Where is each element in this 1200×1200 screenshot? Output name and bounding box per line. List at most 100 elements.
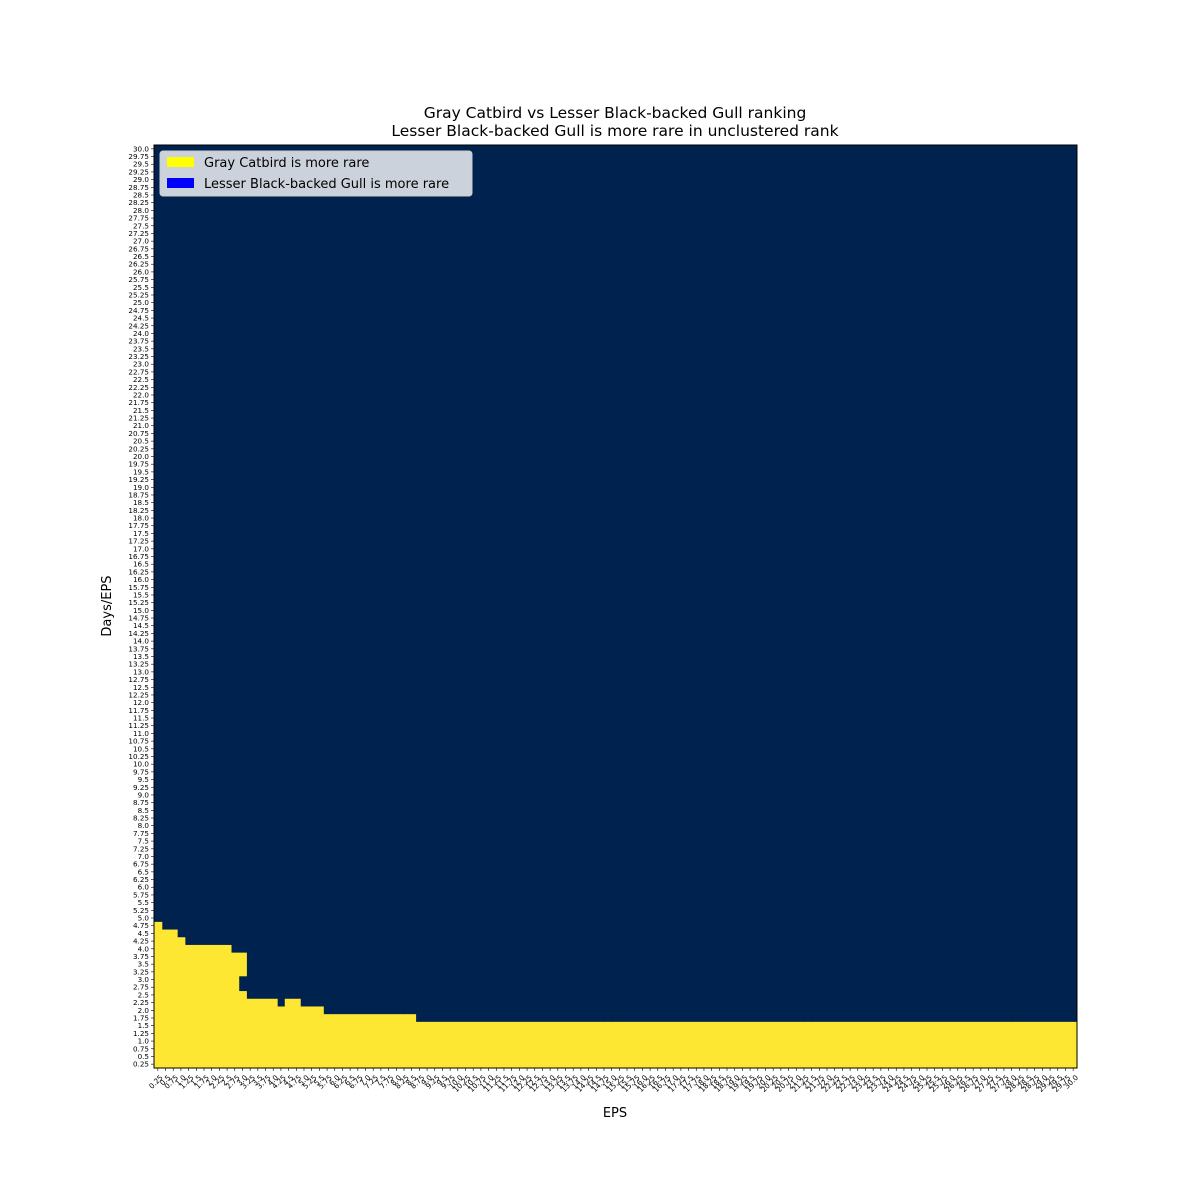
heatmap-cell — [777, 1029, 786, 1038]
heatmap-cell — [269, 1044, 278, 1054]
heatmap-cell — [1061, 1060, 1070, 1069]
heatmap-cell — [1038, 1044, 1047, 1054]
heatmap-cell — [653, 1021, 663, 1031]
heatmap-cell — [823, 1044, 832, 1054]
heatmap-cell — [623, 1044, 632, 1054]
heatmap-cell — [407, 1052, 417, 1061]
y-tick-label: 12.75 — [128, 675, 149, 684]
heatmap-cell — [415, 1052, 424, 1061]
heatmap-cell — [184, 1052, 194, 1061]
heatmap-cell — [553, 1044, 563, 1054]
heatmap-cell — [653, 1044, 663, 1054]
heatmap-cell — [846, 1060, 855, 1069]
heatmap-cell — [300, 1014, 309, 1023]
heatmap-cell — [177, 975, 186, 984]
y-tick-label: 6.0 — [138, 883, 150, 892]
heatmap-cell — [807, 1044, 817, 1054]
y-tick-label: 8.75 — [133, 798, 149, 807]
heatmap-cell — [292, 1006, 301, 1015]
heatmap-cell — [561, 1052, 570, 1061]
heatmap-cell — [446, 1021, 455, 1031]
heatmap-cell — [600, 1021, 609, 1031]
heatmap-cell — [1015, 1029, 1024, 1038]
heatmap-cell — [438, 1060, 447, 1069]
heatmap-cell — [369, 1060, 378, 1069]
heatmap-cell — [553, 1060, 563, 1069]
heatmap-cell — [177, 1037, 186, 1046]
heatmap-cell — [830, 1037, 840, 1046]
heatmap-cell — [723, 1052, 732, 1061]
heatmap-cell — [346, 1029, 355, 1038]
heatmap-cell — [692, 1029, 701, 1038]
heatmap-cell — [353, 1029, 363, 1038]
heatmap-cell — [177, 937, 186, 946]
heatmap-cell — [330, 1052, 340, 1061]
heatmap-cell — [300, 1029, 309, 1038]
heatmap-cell — [1007, 1029, 1017, 1038]
heatmap-cell — [338, 1044, 347, 1054]
heatmap-cell — [761, 1060, 770, 1069]
heatmap-cell — [169, 1014, 178, 1023]
heatmap-cell — [223, 1060, 232, 1069]
heatmap-cell — [753, 1052, 763, 1061]
heatmap-cell — [738, 1052, 747, 1061]
heatmap-cell — [938, 1052, 947, 1061]
heatmap-cell — [177, 991, 186, 1000]
heatmap-cell — [215, 1044, 224, 1054]
y-tick-label: 3.0 — [138, 975, 150, 984]
heatmap-cell — [253, 1021, 263, 1031]
heatmap-cell — [438, 1021, 447, 1031]
heatmap-cell — [561, 1037, 570, 1046]
heatmap-cell — [315, 1014, 324, 1023]
y-tick-label: 15.75 — [128, 583, 149, 592]
heatmap-cell — [661, 1044, 670, 1054]
heatmap-cell — [938, 1037, 947, 1046]
heatmap-cell — [930, 1052, 940, 1061]
y-tick-label: 1.25 — [133, 1029, 149, 1038]
heatmap-cell — [430, 1052, 440, 1061]
y-tick-label: 15.0 — [133, 606, 149, 615]
heatmap-cell — [238, 968, 247, 977]
heatmap-cell — [161, 929, 170, 938]
y-tick-label: 29.75 — [128, 152, 149, 161]
heatmap-cell — [223, 983, 232, 992]
heatmap-cell — [884, 1021, 893, 1031]
heatmap-cell — [184, 983, 194, 992]
heatmap-cell — [1038, 1037, 1047, 1046]
heatmap-cell — [453, 1060, 463, 1069]
heatmap-cell — [907, 1037, 917, 1046]
heatmap-cell — [284, 1037, 294, 1046]
heatmap-cell — [192, 1037, 201, 1046]
heatmap-cell — [223, 952, 232, 961]
heatmap-cell — [853, 1052, 863, 1061]
heatmap-cell — [653, 1029, 663, 1038]
heatmap-cell — [592, 1021, 601, 1031]
y-tick-label: 5.75 — [133, 890, 149, 899]
heatmap-cell — [838, 1044, 847, 1054]
heatmap-cell — [677, 1021, 686, 1031]
heatmap-cell — [784, 1029, 794, 1038]
heatmap-cell — [938, 1021, 947, 1031]
heatmap-cell — [277, 1060, 286, 1069]
heatmap-cell — [400, 1021, 409, 1031]
heatmap-cell — [238, 991, 247, 1000]
heatmap-cell — [477, 1021, 486, 1031]
heatmap-cell — [738, 1044, 747, 1054]
heatmap-cell — [1000, 1044, 1009, 1054]
heatmap-cell — [784, 1044, 794, 1054]
heatmap-cell — [946, 1052, 955, 1061]
heatmap-cell — [207, 952, 217, 961]
heatmap-cell — [615, 1029, 624, 1038]
heatmap-cell — [277, 1021, 286, 1031]
heatmap-cell — [877, 1037, 886, 1046]
heatmap-cell — [723, 1044, 732, 1054]
heatmap-cell — [154, 1006, 163, 1015]
heatmap-cell — [423, 1060, 432, 1069]
heatmap-cell — [538, 1052, 547, 1061]
heatmap-cell — [200, 960, 209, 969]
heatmap-cell — [161, 1021, 170, 1031]
heatmap-cell — [538, 1060, 547, 1069]
heatmap-cell — [992, 1037, 1001, 1046]
heatmap-cell — [161, 937, 170, 946]
heatmap-cell — [292, 1014, 301, 1023]
